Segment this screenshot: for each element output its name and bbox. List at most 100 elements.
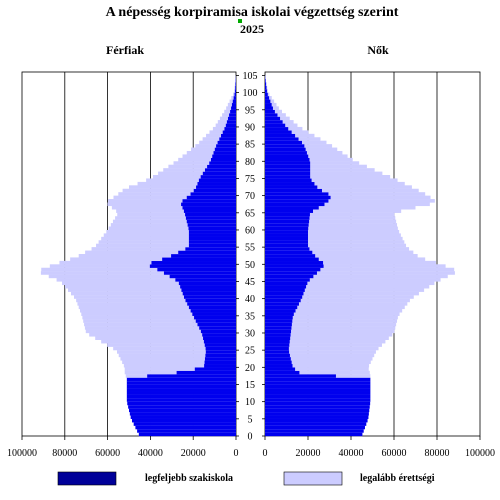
bar-low [147,374,236,378]
bar-high [182,154,236,158]
bar-low [207,164,236,169]
bar-low [265,405,370,409]
bar-low [265,302,299,306]
bar-low [265,102,272,107]
bar-low [265,308,296,313]
bar-high [265,357,373,361]
bar-low [265,233,308,237]
bar-low [265,130,292,134]
bar-high [265,319,398,323]
bar-low [265,408,370,413]
x-tick-label: 0 [263,448,268,459]
age-tick-label: 0 [248,432,253,443]
bar-high [265,370,370,375]
bar-high [71,291,236,296]
bar-low [194,315,236,320]
age-tick-label: 30 [245,328,255,339]
bar-low [126,381,236,385]
bar-low [265,322,292,327]
bar-high [120,357,236,361]
bar-low [265,415,369,419]
bar-high [265,260,436,265]
bar-low [265,178,312,183]
bar-high [265,236,403,241]
bar-low [204,363,236,368]
bar-low [265,123,286,128]
age-tick-label: 25 [245,346,255,357]
age-tick-label: 35 [245,311,255,322]
bar-low [265,157,310,162]
bar-low [188,236,236,241]
x-tick-label: 40000 [339,448,364,459]
bar-low [265,401,371,406]
bar-low [233,96,236,100]
bar-low [196,185,236,189]
bar-low [200,329,236,334]
bar-low [203,336,236,340]
bar-low [265,381,371,385]
bar-low [265,181,315,186]
bar-high [265,326,396,330]
bar-low [265,357,291,361]
bar-low [265,418,368,423]
bar-high [173,161,236,165]
bar-high [265,178,398,183]
x-tick-label: 0 [234,448,239,459]
x-tick-label: 100000 [7,448,37,459]
bar-high [206,133,236,138]
bar-high [91,247,236,251]
age-tick-label: 40 [245,294,255,305]
bar-low [190,192,236,196]
bar-low [225,123,236,128]
bar-low [198,178,236,183]
bar-high [265,336,389,340]
men-label: Férfiak [106,43,144,57]
bar-low [202,171,236,176]
green-marker [238,19,242,23]
bar-high [85,329,236,334]
bar-low [202,332,236,337]
bar-high [265,339,386,344]
bar-low [265,209,314,213]
bar-low [180,284,236,289]
bar-low [188,226,236,231]
bar-low [265,109,275,114]
bar-low [126,387,236,392]
bar-high [78,305,237,310]
bar-low [265,126,289,131]
bar-low [188,243,236,248]
legend-label-low: legfeljebb szakiskola [145,473,233,484]
bar-high [103,233,236,237]
bar-low [192,312,236,316]
bar-low [265,133,296,138]
bar-high [107,202,236,207]
bar-high [79,308,236,313]
bar-high [85,250,236,255]
bar-high [265,202,430,207]
women-x-axis: 0 20000 40000 60000 80000 100000 [263,436,495,459]
bar-low [265,226,309,231]
bar-high [265,185,412,189]
bar-high [265,298,410,303]
bar-high [265,278,441,282]
bar-low [181,288,236,292]
x-tick-label: 100000 [465,448,495,459]
bar-high [265,295,414,299]
bar-low [224,126,236,131]
bar-high [116,209,236,213]
bar-low [185,212,236,217]
bar-low [178,281,236,286]
bar-low [133,422,236,426]
bar-low [265,271,317,275]
bar-low [204,168,236,172]
x-tick-label: 20000 [296,448,321,459]
bar-high [48,274,236,279]
bar-low [235,82,236,86]
bar-low [209,161,236,165]
bar-low [187,302,236,306]
bar-high [227,102,236,107]
bar-high [265,312,400,316]
bar-low [265,137,299,141]
bar-high [112,219,236,224]
bar-low [265,150,307,155]
